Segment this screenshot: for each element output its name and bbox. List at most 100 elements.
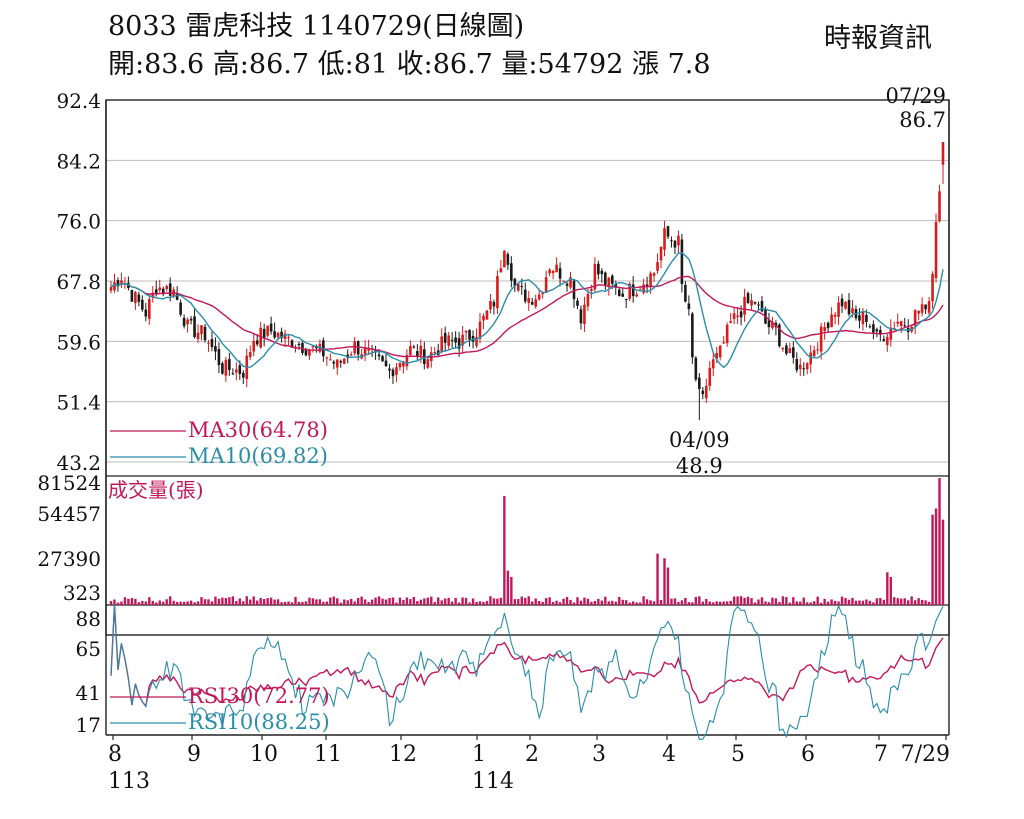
candlestick [161, 286, 165, 297]
volume-bar [715, 601, 718, 605]
candlestick [203, 323, 207, 343]
volume-bar [802, 597, 805, 605]
volume-bar [830, 599, 833, 605]
candlestick [621, 288, 625, 297]
volume-bar [635, 602, 638, 605]
volume-bar [934, 508, 938, 605]
candlestick [123, 277, 127, 289]
volume-bar [719, 601, 722, 605]
volume-bar [269, 597, 273, 605]
volume-bar [287, 601, 290, 605]
volume-bar [882, 599, 886, 605]
candlestick [809, 345, 813, 373]
candlestick [196, 324, 200, 344]
candlestick [886, 332, 889, 352]
volume-bar [708, 601, 711, 605]
volume-bar [238, 598, 242, 605]
volume-bar [262, 598, 266, 605]
x-tick-label: 6 [801, 742, 815, 767]
high-date-label: 07/29 [885, 84, 946, 108]
volume-bar [691, 602, 694, 605]
volume-bar [162, 601, 165, 605]
candlestick [729, 313, 732, 324]
candlestick [513, 277, 517, 292]
volume-bar [273, 599, 276, 605]
x-tick-label: 3 [592, 742, 606, 767]
candlestick [604, 271, 607, 290]
volume-bar [562, 598, 565, 605]
volume-bar [743, 597, 746, 605]
candlestick [597, 260, 600, 280]
candlestick [753, 301, 757, 305]
volume-bar [527, 596, 530, 605]
volume-bar [844, 598, 847, 605]
legend-label: RSI10(88.25) [188, 710, 330, 734]
price-legend: MA30(64.78)MA10(69.82) [110, 418, 328, 468]
volume-bar [823, 598, 826, 605]
candlestick [819, 322, 823, 360]
candlestick [548, 268, 551, 277]
candlestick [520, 278, 524, 295]
volume-bar [694, 596, 698, 605]
volume-bar [551, 601, 555, 605]
volume-bar [416, 601, 419, 605]
volume-bar [231, 596, 235, 605]
volume-bar [443, 598, 447, 605]
volume-bar [503, 495, 506, 605]
candlestick [489, 294, 492, 314]
candlestick [325, 356, 329, 366]
candlestick [757, 301, 760, 310]
volume-bar [468, 602, 471, 605]
candlestick [872, 320, 875, 340]
volume-bar [294, 596, 297, 605]
volume-tick-label: 323 [63, 581, 101, 605]
candlestick [645, 276, 649, 294]
volume-bar [757, 599, 760, 605]
candlestick [586, 289, 590, 312]
volume-bar [826, 601, 830, 605]
volume-bar [767, 602, 771, 605]
candlestick [478, 312, 482, 344]
candlestick [273, 322, 276, 340]
candlestick [109, 280, 113, 294]
candlestick [485, 310, 489, 320]
candlestick [193, 308, 196, 339]
candlestick [134, 291, 137, 310]
volume-bar [196, 601, 200, 605]
volume-bar [816, 596, 819, 605]
rsi30-line [110, 604, 944, 709]
x-tick-label: 1 [472, 742, 486, 767]
candlestick [499, 260, 503, 273]
candlestick [572, 279, 576, 308]
candlestick [217, 342, 221, 374]
volume-bar [812, 601, 816, 605]
x-year-label: 113 [108, 769, 150, 794]
candlestick [412, 344, 416, 349]
candlestick [924, 304, 927, 314]
candlestick [635, 291, 638, 298]
volume-bar [565, 596, 569, 605]
volume-bar [649, 600, 652, 605]
candlestick [391, 367, 395, 384]
volume-bar [461, 597, 464, 605]
volume-bar [931, 514, 934, 605]
plot-frame [105, 99, 950, 636]
rsi-tick-label: 41 [76, 681, 101, 705]
high-value-label: 86.7 [899, 108, 946, 132]
volume-bar [896, 598, 899, 605]
volume-bar [224, 598, 228, 605]
volume-bar [590, 601, 593, 605]
x-tick-label: 5 [731, 742, 745, 767]
candlestick [628, 281, 631, 302]
volume-bar [113, 599, 116, 605]
volume-bar [837, 601, 840, 605]
candlestick [823, 322, 826, 340]
candlestick [913, 309, 917, 335]
volume-bar [496, 598, 499, 605]
price-tick-label: 51.4 [56, 391, 101, 415]
candlestick [241, 370, 245, 384]
volume-bar [517, 599, 520, 605]
candlestick [374, 345, 377, 360]
volume-bar [109, 601, 113, 605]
volume-bar [478, 601, 482, 605]
